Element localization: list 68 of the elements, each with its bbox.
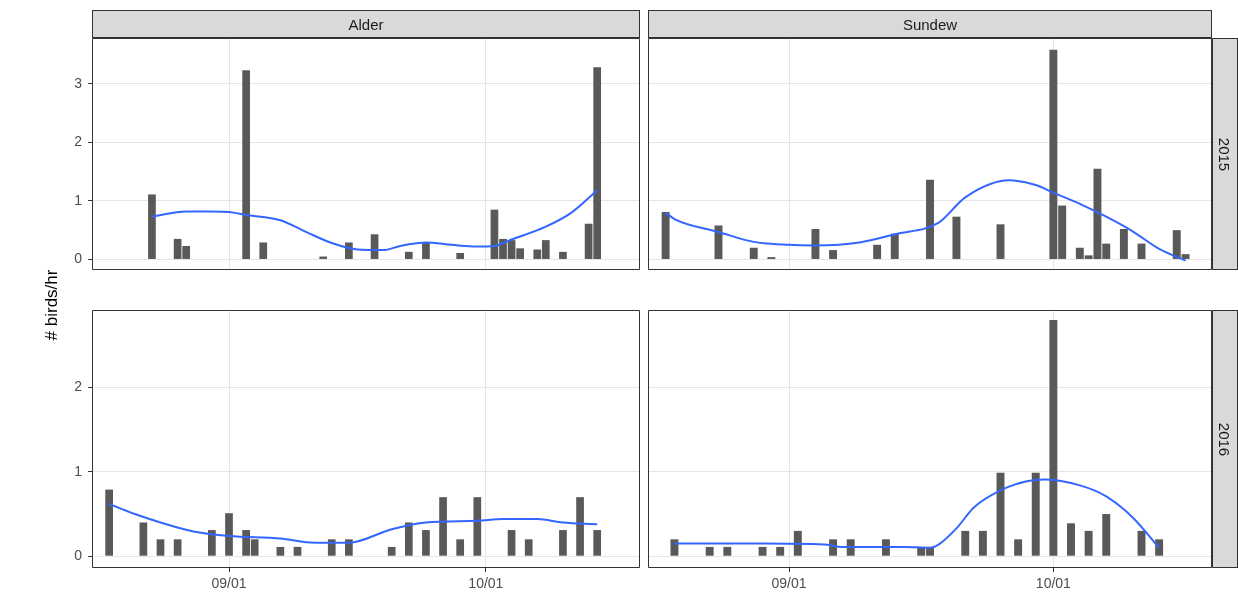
bar [811,228,820,259]
bar [173,539,182,556]
bar [749,247,758,259]
bar [293,546,302,556]
y-tick-label: 2 [74,378,83,395]
y-tick-label: 1 [74,191,83,208]
bar [670,539,679,556]
bar [456,539,465,556]
bar [156,539,165,556]
bar [404,522,413,556]
bar [829,250,838,259]
bar [208,530,216,556]
bar [1049,320,1058,556]
x-tick-label: 09/01 [771,575,807,592]
bar [1067,523,1075,556]
bar [276,546,285,556]
bar [1084,530,1093,556]
y-tick-label: 2 [74,133,83,150]
y-tick-label: 0 [74,547,83,564]
bar [1014,539,1023,556]
y2-axis-title: 2015 [1216,137,1234,171]
bar [576,497,584,556]
bar [139,522,148,556]
bar [776,546,785,556]
bar [926,179,934,259]
bar [439,497,447,556]
line-series [150,189,599,252]
line-series [108,502,599,544]
y2-axis-title: 2016 [1216,422,1234,456]
bar [723,546,732,556]
bar [422,243,430,259]
bar [952,216,961,259]
bar [404,251,413,259]
chart-title: Alder [92,10,640,38]
y-axis-title: # birds/hr [42,269,63,340]
bar [559,530,567,556]
y-tick-label: 0 [74,250,83,267]
x-tick-label: 10/01 [1035,575,1072,592]
x-tick-label: 09/01 [211,575,247,592]
chart-title: Sundew [648,10,1212,38]
bar [559,251,567,259]
bar [242,70,250,259]
bar [978,530,987,556]
bar [1102,514,1111,556]
bar [593,530,602,556]
x-tick-label: 10/01 [468,575,504,592]
bar [793,530,802,556]
bar [422,530,430,556]
bar [890,233,899,259]
bar [259,242,268,259]
bar [387,546,396,556]
bar [225,513,233,556]
bar [1119,228,1128,259]
bar [524,539,533,556]
bar [961,530,970,556]
bar [1155,539,1164,556]
bar [148,194,156,259]
y-tick-label: 3 [74,74,83,91]
bar [661,212,670,259]
y-tick-label: 1 [74,462,83,479]
bar [105,489,113,556]
bar [705,546,714,556]
bar [1031,472,1040,556]
bar [456,253,465,259]
bar [873,244,882,259]
bar [507,530,516,556]
bar [758,546,767,556]
bar [473,497,482,556]
